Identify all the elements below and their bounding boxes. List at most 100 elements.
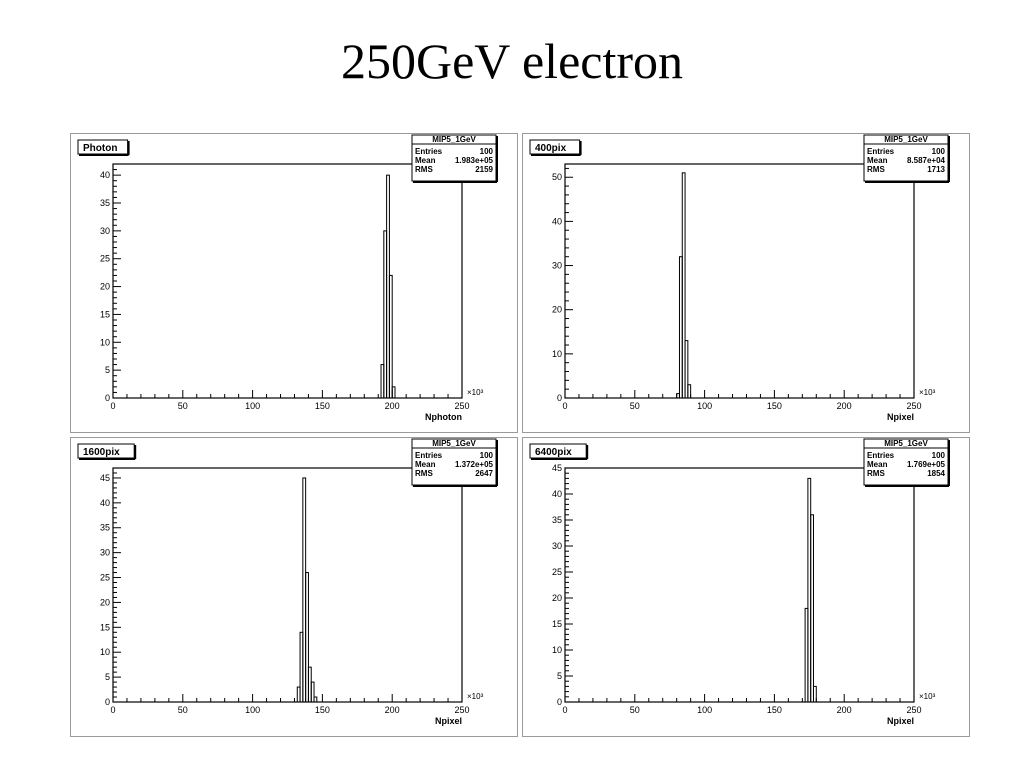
x-tick-label: 250	[906, 705, 921, 715]
y-tick-label: 5	[105, 672, 110, 682]
panel-label: 6400pix	[535, 447, 572, 458]
stats-box	[863, 438, 949, 486]
stats-box	[863, 134, 949, 182]
y-tick-label: 0	[557, 393, 562, 403]
histogram-bar	[310, 681, 315, 703]
x-tick-label: 0	[562, 705, 567, 715]
y-tick-label: 25	[552, 567, 562, 577]
stats-key: Mean	[415, 460, 436, 469]
y-tick-label: 40	[552, 216, 562, 226]
stats-key: Entries	[415, 147, 443, 156]
stats-value: 2647	[475, 469, 493, 478]
histogram-bar	[388, 274, 393, 399]
stats-value: 1713	[927, 165, 945, 174]
plot-frame	[564, 467, 915, 703]
x-tick-label: 200	[385, 705, 400, 715]
stats-name: MIP5_1GeV	[884, 439, 928, 448]
x-tick-label: 100	[245, 705, 260, 715]
stats-value: 100	[932, 451, 946, 460]
stats-value: 1.769e+05	[907, 460, 946, 469]
histogram-bar	[810, 514, 814, 703]
stats-key: RMS	[415, 165, 433, 174]
stats-value: 1854	[927, 469, 945, 478]
y-tick-label: 20	[100, 597, 110, 607]
x-axis-exponent: ×10³	[467, 692, 484, 701]
stats-key: RMS	[867, 165, 885, 174]
histogram-bar	[681, 172, 686, 399]
stats-name: MIP5_1GeV	[432, 135, 476, 144]
x-tick-label: 200	[837, 401, 852, 411]
y-tick-label: 0	[557, 697, 562, 707]
histogram-panel-photon: 0 50 100 150 200 250 ×10³ Nphoton 0 5 10 15 20 25 30 35…	[70, 133, 518, 433]
stats-value: 100	[480, 147, 494, 156]
y-tick-label: 30	[552, 541, 562, 551]
stats-key: Entries	[867, 451, 895, 460]
x-axis-title: Nphoton	[425, 412, 462, 422]
plot-frame	[112, 467, 463, 703]
y-tick-label: 15	[100, 622, 110, 632]
histogram-bar	[305, 572, 309, 703]
x-axis-title: Npixel	[887, 716, 914, 726]
y-tick-label: 10	[100, 337, 110, 347]
histogram-chart: 0 50 100 150 200 250 ×10³ Npixel 0 10 20 30 40 50 400p…	[529, 134, 950, 422]
x-tick-label: 0	[110, 705, 115, 715]
stats-key: Mean	[867, 156, 888, 165]
y-tick-label: 0	[105, 697, 110, 707]
x-axis-title: Npixel	[887, 412, 914, 422]
y-tick-label: 30	[552, 261, 562, 271]
x-tick-label: 150	[767, 401, 782, 411]
y-tick-label: 10	[552, 645, 562, 655]
y-tick-label: 10	[552, 349, 562, 359]
y-tick-label: 5	[557, 671, 562, 681]
y-tick-label: 20	[100, 282, 110, 292]
y-tick-label: 40	[552, 489, 562, 499]
histogram-chart: 0 50 100 150 200 250 ×10³ Nphoton 0 5 10 15 20 25 30 35…	[77, 134, 498, 422]
y-tick-label: 10	[100, 647, 110, 657]
x-axis-exponent: ×10³	[467, 388, 484, 397]
slide-title: 250GeV electron	[340, 33, 684, 89]
x-tick-label: 250	[454, 705, 469, 715]
stats-value: 1.983e+05	[455, 156, 494, 165]
y-tick-label: 15	[100, 309, 110, 319]
y-tick-label: 25	[100, 254, 110, 264]
y-tick-label: 50	[552, 172, 562, 182]
x-tick-label: 50	[178, 705, 188, 715]
y-tick-label: 45	[100, 473, 110, 483]
stats-value: 1.372e+05	[455, 460, 494, 469]
x-tick-label: 50	[630, 401, 640, 411]
x-tick-label: 50	[630, 705, 640, 715]
y-tick-label: 20	[552, 305, 562, 315]
y-tick-label: 35	[100, 198, 110, 208]
stats-value: 100	[480, 451, 494, 460]
stats-box	[411, 438, 497, 486]
y-tick-label: 0	[105, 393, 110, 403]
y-tick-label: 35	[100, 523, 110, 533]
y-tick-label: 15	[552, 619, 562, 629]
y-tick-label: 30	[100, 548, 110, 558]
histogram-panel-6400pix: 0 50 100 150 200 250 ×10³ Npixel 0 5 10 15 20 25 30 35 4…	[522, 437, 970, 737]
histogram-bar	[812, 685, 817, 703]
x-tick-label: 150	[315, 705, 330, 715]
y-tick-label: 30	[100, 226, 110, 236]
stats-key: Entries	[415, 451, 443, 460]
stats-value: 8.587e+04	[907, 156, 946, 165]
x-tick-label: 100	[697, 705, 712, 715]
x-tick-label: 100	[245, 401, 260, 411]
x-tick-label: 0	[110, 401, 115, 411]
x-tick-label: 250	[906, 401, 921, 411]
stats-key: RMS	[867, 469, 885, 478]
y-tick-label: 20	[552, 593, 562, 603]
y-tick-label: 40	[100, 170, 110, 180]
x-tick-label: 0	[562, 401, 567, 411]
y-tick-label: 40	[100, 498, 110, 508]
y-tick-label: 45	[552, 463, 562, 473]
stats-key: RMS	[415, 469, 433, 478]
plot-frame	[564, 163, 915, 399]
x-axis-title: Npixel	[435, 716, 462, 726]
y-tick-label: 25	[100, 573, 110, 583]
histogram-chart: 0 50 100 150 200 250 ×10³ Npixel 0 5 10 15 20 25 30 35 4…	[529, 438, 950, 726]
stats-name: MIP5_1GeV	[432, 439, 476, 448]
x-tick-label: 150	[315, 401, 330, 411]
panel-label: 400pix	[535, 143, 567, 154]
x-tick-label: 150	[767, 705, 782, 715]
